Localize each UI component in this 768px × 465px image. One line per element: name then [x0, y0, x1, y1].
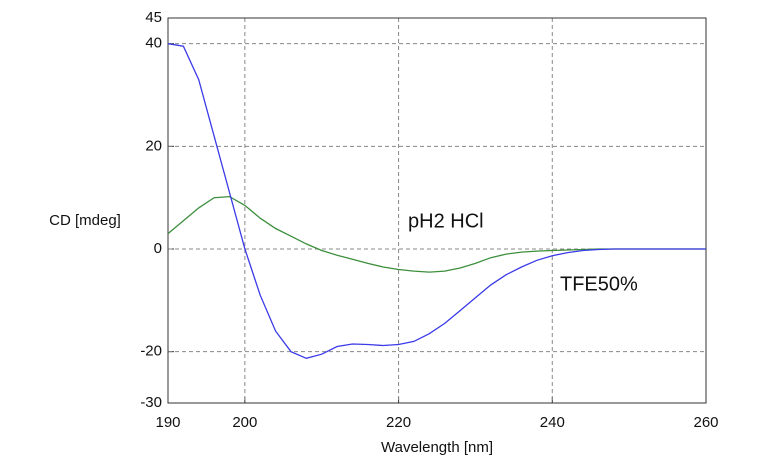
- y-tick-label: -30: [140, 394, 162, 411]
- series-label: pH2 HCl: [408, 210, 484, 232]
- y-tick-label: 0: [154, 240, 162, 257]
- x-tick-label: 220: [386, 414, 411, 431]
- x-tick-label: 260: [693, 414, 718, 431]
- y-axis-label: CD [mdeg]: [49, 212, 121, 229]
- x-tick-label: 200: [232, 414, 257, 431]
- plot-frame: [167, 17, 707, 404]
- x-tick-label: 190: [155, 414, 180, 431]
- x-axis-label: Wavelength [nm]: [381, 439, 493, 456]
- x-tick-label: 240: [540, 414, 565, 431]
- y-tick-label: 45: [145, 9, 162, 26]
- y-tick-label: 40: [145, 35, 162, 52]
- y-tick-label: 20: [145, 137, 162, 154]
- series-label: TFE50%: [560, 273, 638, 295]
- y-tick-label: -20: [140, 343, 162, 360]
- data-line: [167, 43, 706, 359]
